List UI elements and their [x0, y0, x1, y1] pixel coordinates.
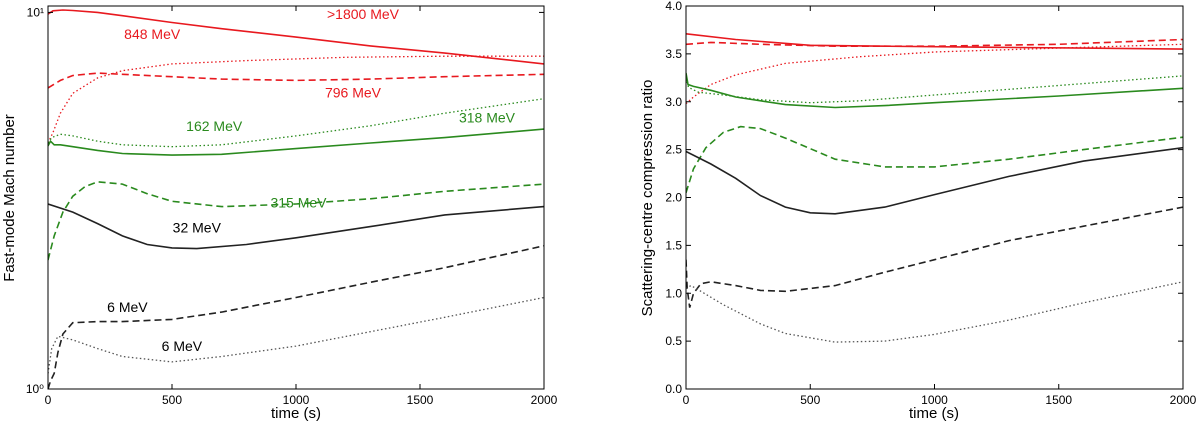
- right-y-tick-label-4: 2.0: [665, 191, 682, 205]
- right-series-8-dotted-line: [686, 281, 1183, 343]
- right-x-tick-label-0: 0: [683, 393, 690, 407]
- right-y-tick-label-0: 0.0: [665, 382, 682, 396]
- left-series-annotation-3: 162 MeV: [186, 118, 243, 134]
- right-y-axis-title: Scattering-centre compression ratio: [639, 80, 656, 317]
- left-series-annotation-5: 315 MeV: [270, 195, 327, 211]
- right-plot-frame: [685, 5, 1184, 390]
- right-panel-compression-ratio: 0 500 1000 1500 2000 0.0 0.5 1.0 1.5 2.0 2.5 3.0 3.5…: [639, 0, 1197, 422]
- left-series-annotation-6: 32 MeV: [173, 220, 222, 236]
- right-x-tick-label-1: 500: [800, 393, 820, 407]
- left-series-annotation-2: 796 MeV: [325, 84, 382, 100]
- left-series-2-dashed-line: [48, 72, 544, 89]
- right-y-tick-label-2: 1.0: [665, 286, 682, 300]
- left-panel-mach-number: >1800 MeV 848 MeV 796 MeV 162 MeV 318 MeV 315…: [1, 5, 558, 422]
- left-x-axis-title: time (s): [271, 405, 321, 422]
- left-series-5-dashed-line: [48, 180, 544, 261]
- left-series-annotation-4: 318 MeV: [459, 110, 516, 126]
- left-series-3-dotted-line: [48, 98, 544, 148]
- right-plot-series: [686, 33, 1183, 343]
- left-series-7-dashed-line: [48, 245, 544, 389]
- right-y-tick-label-3: 1.5: [665, 238, 682, 252]
- right-series-4-solid-line: [686, 72, 1183, 109]
- left-y-tick-label-1: 10¹: [27, 5, 44, 19]
- right-x-tick-label-2: 1000: [921, 393, 948, 407]
- right-series-5-dashed-line: [686, 125, 1183, 193]
- left-y-tick-label-0: 10⁰: [26, 382, 44, 396]
- left-plot-series: >1800 MeV 848 MeV 796 MeV 162 MeV 318 MeV 315…: [48, 6, 544, 389]
- right-series-2-dotted-line: [686, 43, 1183, 105]
- right-series-3-dotted-line: [686, 75, 1183, 104]
- left-axis-ticks: 0 500 1000 1500 2000 10⁰ 10¹: [26, 5, 558, 407]
- left-series-0-solid-line: [48, 9, 544, 65]
- left-series-annotation-0: >1800 MeV: [327, 6, 400, 22]
- right-y-tick-label-1: 0.5: [665, 334, 682, 348]
- left-y-axis-title: Fast-mode Mach number: [1, 114, 18, 282]
- left-x-tick-label-4: 2000: [531, 393, 558, 407]
- right-x-tick-label-3: 1500: [1045, 393, 1072, 407]
- left-series-annotation-7: 6 MeV: [107, 299, 148, 315]
- left-series-annotation-1: 848 MeV: [124, 26, 181, 42]
- right-y-tick-label-7: 3.5: [665, 47, 682, 61]
- right-y-tick-label-6: 3.0: [665, 95, 682, 109]
- right-x-tick-label-4: 2000: [1170, 393, 1197, 407]
- right-series-1-dashed-line: [686, 38, 1183, 48]
- right-axis-ticks: 0 500 1000 1500 2000 0.0 0.5 1.0 1.5 2.0 2.5 3.0 3.5…: [665, 0, 1196, 407]
- right-y-tick-label-5: 2.5: [665, 143, 682, 157]
- left-series-annotation-8: 6 MeV: [162, 338, 203, 354]
- left-series-6-solid-line: [48, 203, 544, 250]
- right-series-7-dashed-line: [686, 206, 1183, 308]
- left-series-4-solid-line: [48, 128, 544, 156]
- left-series-1-dotted-line: [48, 55, 544, 144]
- left-x-tick-label-2: 1000: [283, 393, 310, 407]
- left-series-8-dotted-line: [48, 296, 544, 374]
- right-x-axis-title: time (s): [909, 405, 959, 422]
- right-series-6-solid-line: [686, 146, 1183, 215]
- right-y-tick-label-8: 4.0: [665, 0, 682, 13]
- left-x-tick-label-0: 0: [45, 393, 52, 407]
- left-x-tick-label-3: 1500: [407, 393, 434, 407]
- left-x-tick-label-1: 500: [162, 393, 182, 407]
